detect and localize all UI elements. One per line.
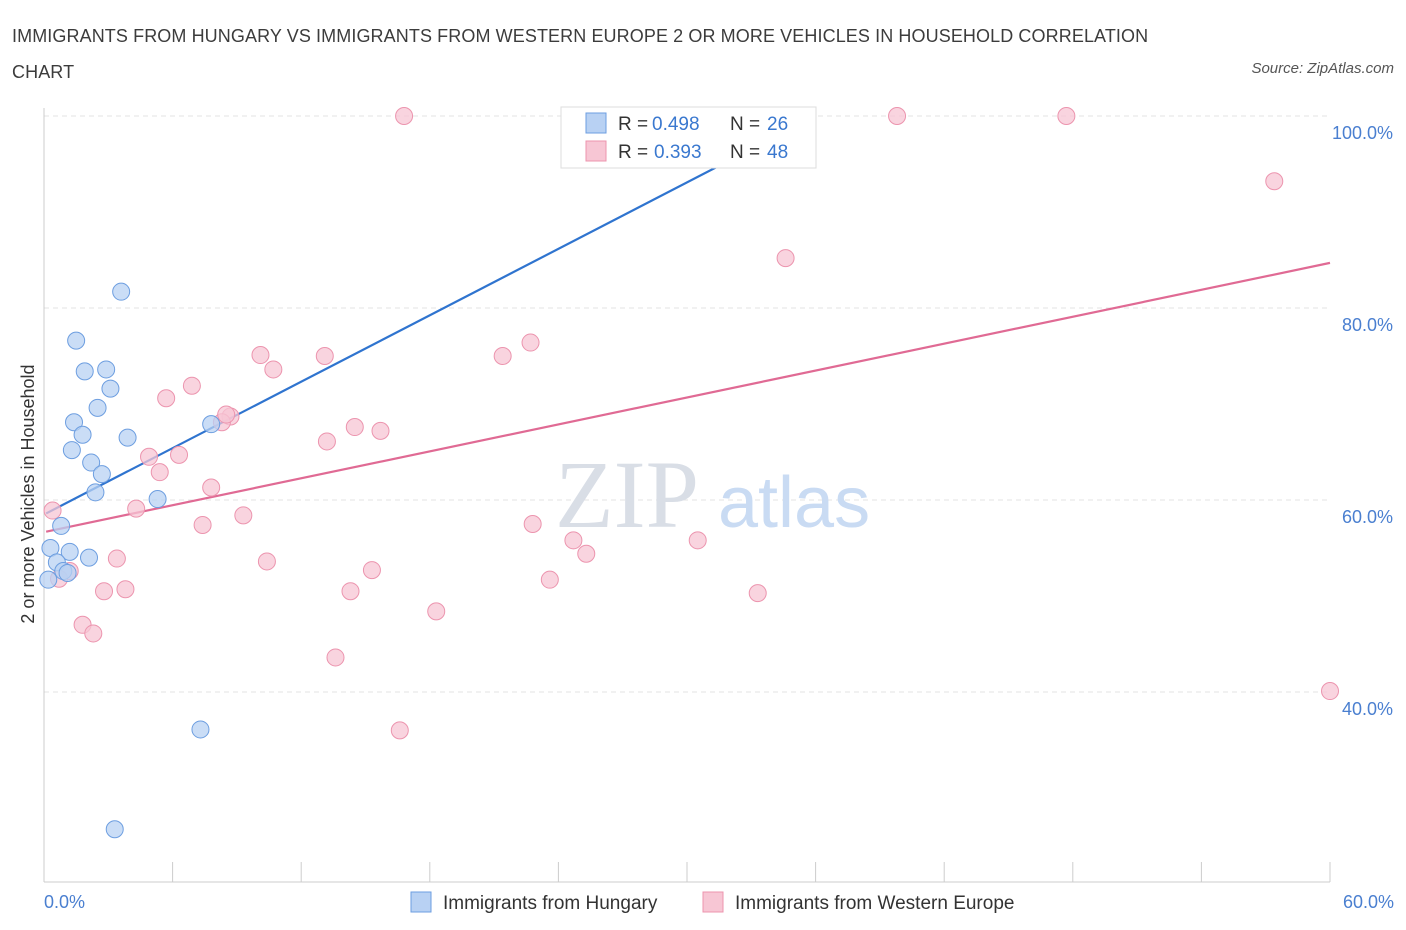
point-western-europe-22 bbox=[127, 499, 146, 518]
point-western-europe-30 bbox=[257, 552, 276, 571]
point-western-europe-10 bbox=[264, 360, 283, 379]
point-western-europe-12 bbox=[157, 389, 176, 408]
point-hungary-22 bbox=[39, 570, 58, 589]
point-western-europe-36 bbox=[95, 582, 114, 601]
top-legend: R = 0.498 N = 26 R = 0.393 N = 48 bbox=[560, 106, 817, 169]
point-hungary-1 bbox=[67, 331, 86, 350]
point-hungary-23 bbox=[191, 720, 210, 739]
series-western-europe-points bbox=[43, 107, 1339, 740]
point-western-europe-43 bbox=[390, 721, 409, 740]
point-western-europe-15 bbox=[345, 418, 364, 437]
y-tick-label-80: 80.0% bbox=[1342, 315, 1393, 335]
point-western-europe-28 bbox=[577, 544, 596, 563]
point-western-europe-26 bbox=[688, 531, 707, 550]
point-western-europe-11 bbox=[182, 376, 201, 395]
point-western-europe-34 bbox=[540, 570, 559, 589]
legend-n-value-western: 48 bbox=[767, 142, 788, 163]
x-ticks bbox=[43, 862, 1331, 882]
point-western-europe-21 bbox=[202, 478, 221, 497]
chart-title: IMMIGRANTS FROM HUNGARY VS IMMIGRANTS FR… bbox=[12, 26, 1149, 82]
bottom-legend: Immigrants from Hungary Immigrants from … bbox=[410, 891, 1014, 914]
legend-swatch-western bbox=[585, 140, 607, 162]
x-tick-label-max: 60.0% bbox=[1343, 892, 1394, 912]
point-western-europe-8 bbox=[251, 346, 270, 365]
point-western-europe-20 bbox=[150, 463, 169, 482]
legend-n-value-hungary: 26 bbox=[767, 114, 788, 135]
point-western-europe-45 bbox=[43, 501, 62, 520]
trend-line-western-europe bbox=[45, 261, 1331, 533]
point-western-europe-16 bbox=[371, 421, 390, 440]
point-hungary-17 bbox=[60, 542, 79, 561]
point-hungary-12 bbox=[92, 465, 111, 484]
point-hungary-5 bbox=[88, 398, 107, 417]
point-hungary-2 bbox=[75, 362, 94, 381]
y-tick-label-40: 40.0% bbox=[1342, 699, 1393, 719]
point-western-europe-29 bbox=[107, 549, 126, 568]
point-western-europe-42 bbox=[326, 648, 345, 667]
point-western-europe-41 bbox=[84, 624, 103, 643]
point-western-europe-7 bbox=[315, 347, 334, 365]
point-western-europe-19 bbox=[170, 445, 189, 464]
point-western-europe-39 bbox=[427, 602, 446, 621]
bottom-legend-label-western: Immigrants from Western Europe bbox=[735, 893, 1014, 914]
point-western-europe-38 bbox=[748, 584, 767, 603]
point-hungary-21 bbox=[58, 563, 77, 582]
point-hungary-9 bbox=[202, 415, 221, 434]
legend-n-label-western: N = bbox=[730, 142, 760, 163]
point-western-europe-24 bbox=[193, 515, 212, 534]
legend-r-value-western: 0.393 bbox=[654, 142, 702, 163]
point-hungary-7 bbox=[73, 425, 92, 444]
point-western-europe-31 bbox=[362, 561, 381, 580]
bottom-legend-swatch-hungary bbox=[410, 891, 432, 913]
point-western-europe-35 bbox=[116, 580, 135, 599]
trend-line-hungary bbox=[45, 115, 817, 515]
point-hungary-11 bbox=[82, 453, 101, 472]
legend-r-label-hungary: R = bbox=[618, 114, 648, 135]
point-western-europe-23 bbox=[234, 506, 253, 525]
point-western-europe-44 bbox=[1321, 682, 1339, 701]
legend-r-label-western: R = bbox=[618, 142, 648, 163]
legend-n-label-hungary: N = bbox=[730, 114, 760, 135]
point-hungary-24 bbox=[105, 820, 124, 839]
point-western-europe-3 bbox=[1057, 107, 1076, 125]
point-western-europe-2 bbox=[888, 107, 907, 125]
point-western-europe-6 bbox=[521, 333, 540, 352]
point-western-europe-0 bbox=[395, 107, 414, 125]
point-hungary-6 bbox=[65, 413, 84, 432]
point-hungary-3 bbox=[97, 360, 116, 379]
point-hungary-0 bbox=[112, 282, 131, 301]
legend-r-value-hungary: 0.498 bbox=[652, 114, 700, 135]
y-tick-labels: 100.0% 80.0% 60.0% 40.0% bbox=[1332, 123, 1393, 719]
point-western-europe-4 bbox=[1265, 172, 1284, 191]
bottom-legend-swatch-western bbox=[702, 891, 724, 913]
y-axis-label: 2 or more Vehicles in Household bbox=[18, 364, 38, 623]
bottom-legend-label-hungary: Immigrants from Hungary bbox=[443, 893, 658, 914]
point-hungary-10 bbox=[62, 441, 81, 460]
point-hungary-15 bbox=[52, 516, 71, 535]
watermark-atlas: atlas bbox=[718, 463, 870, 543]
point-hungary-14 bbox=[148, 490, 167, 509]
y-tick-label-100: 100.0% bbox=[1332, 123, 1393, 143]
x-tick-label-min: 0.0% bbox=[44, 892, 85, 912]
point-hungary-4 bbox=[101, 379, 120, 398]
point-western-europe-25 bbox=[523, 515, 542, 533]
point-western-europe-47 bbox=[217, 405, 236, 424]
watermark-zip: ZIP bbox=[555, 441, 699, 548]
grid-lines bbox=[44, 115, 1330, 693]
point-western-europe-9 bbox=[493, 347, 512, 365]
point-western-europe-18 bbox=[140, 447, 159, 466]
point-western-europe-37 bbox=[341, 582, 360, 601]
point-western-europe-5 bbox=[776, 249, 795, 268]
point-hungary-8 bbox=[118, 428, 137, 447]
point-western-europe-17 bbox=[317, 432, 336, 451]
source-label: Source: ZipAtlas.com bbox=[1251, 60, 1394, 77]
point-western-europe-27 bbox=[564, 531, 583, 550]
legend-swatch-hungary bbox=[585, 112, 607, 134]
point-hungary-18 bbox=[80, 548, 99, 567]
point-hungary-13 bbox=[86, 483, 105, 502]
y-tick-label-60: 60.0% bbox=[1342, 507, 1393, 527]
